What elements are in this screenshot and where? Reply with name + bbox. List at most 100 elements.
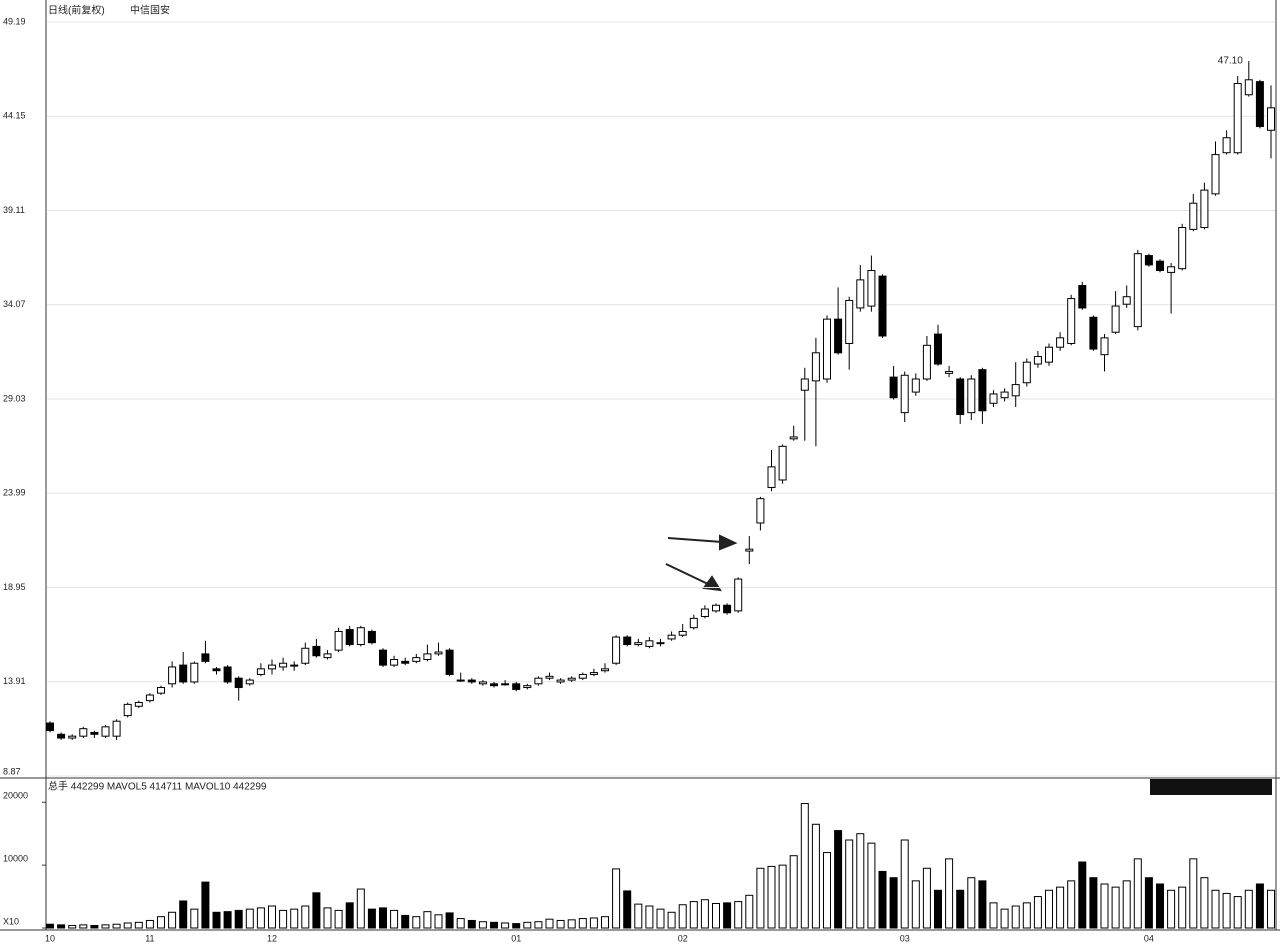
volume-bar [545, 918, 554, 929]
candle-body [745, 548, 754, 552]
candle-body [800, 378, 809, 391]
candle-body [367, 630, 376, 644]
candle-body [945, 371, 954, 374]
volume-bar [179, 900, 188, 929]
candle-body [46, 722, 54, 732]
candle-body [1167, 266, 1176, 273]
candle-body [1056, 337, 1065, 348]
volume-bar [1056, 886, 1065, 929]
volume-bar [68, 924, 77, 929]
candle-body [911, 378, 920, 393]
volume-bar [667, 911, 676, 929]
volume-bar [867, 842, 876, 929]
volume-bar [1200, 877, 1209, 929]
candle-body [90, 731, 99, 735]
volume-bar [967, 877, 976, 929]
volume-bar [212, 911, 221, 929]
volume-bar [79, 924, 88, 929]
indicator-box [1150, 779, 1272, 795]
candle-body [190, 662, 199, 683]
volume-bar [612, 868, 621, 929]
volume-bar [445, 912, 454, 929]
volume-bar [334, 909, 343, 929]
candle-body [168, 666, 177, 685]
candle-body [1033, 356, 1042, 365]
candle-body [179, 664, 188, 683]
volume-bar [1033, 896, 1042, 929]
candle-body [523, 685, 532, 689]
volume-bar [1244, 889, 1253, 929]
candle-body [134, 702, 143, 707]
volume-bar [501, 922, 510, 929]
candle-body [1255, 81, 1264, 128]
volume-bar [1000, 908, 1009, 929]
candle-body [734, 578, 743, 612]
volume-bar [1111, 886, 1120, 929]
volume-bar [168, 911, 177, 929]
volume-bar [567, 919, 576, 929]
candle-body [1267, 107, 1275, 131]
volume-bar [1233, 896, 1242, 929]
volume-bar [46, 923, 54, 929]
volume-bar [323, 907, 332, 929]
candle-body [201, 653, 210, 662]
volume-bar [1022, 902, 1031, 929]
volume-bar [1156, 883, 1164, 929]
candle-body [1111, 305, 1120, 333]
candle-body [934, 333, 942, 365]
volume-bar [689, 901, 698, 929]
candle-body [723, 604, 732, 614]
candle-body [689, 617, 698, 629]
candle-body [1067, 298, 1076, 344]
volume-bar [234, 909, 243, 929]
candle-body [612, 636, 621, 664]
y-tick-label: 8.87 [3, 766, 21, 776]
volume-bar [945, 858, 954, 929]
volume-bar [367, 908, 376, 929]
volume-bar [223, 911, 232, 929]
volume-bar [490, 921, 498, 929]
x-tick-label: 02 [678, 933, 688, 943]
volume-bar [856, 833, 865, 929]
volume-bar [1133, 858, 1142, 929]
candle-body [1078, 284, 1087, 309]
candle-body [667, 634, 676, 640]
volume-bar [1078, 861, 1087, 929]
candle-body [922, 344, 931, 380]
volume-bar [1222, 892, 1231, 929]
candle-body [101, 726, 110, 737]
x-tick-label: 03 [900, 933, 910, 943]
candle-body [878, 275, 887, 337]
candle-body [1222, 137, 1231, 154]
volume-bar [878, 870, 887, 929]
chart-subtitle: 中信国安 [130, 4, 170, 17]
candle-body [634, 642, 643, 646]
candle-body [756, 498, 765, 524]
volume-bar [645, 905, 654, 929]
volume-bar [712, 902, 720, 929]
candle-body [157, 687, 165, 694]
volume-bar [312, 892, 321, 929]
volume-bar [700, 899, 709, 929]
candle-body [323, 653, 332, 659]
volume-bar [623, 890, 632, 929]
candle-body [823, 318, 831, 380]
candle-body [1178, 227, 1187, 270]
candle-body [656, 642, 665, 645]
volume-bar [456, 918, 465, 929]
candle-body [1089, 316, 1098, 350]
y-tick-label: 13.91 [3, 676, 26, 686]
candle-body [57, 733, 66, 739]
max-label: 47.10 [1218, 56, 1243, 67]
volume-bar [589, 917, 598, 929]
volume-bar [601, 916, 609, 929]
volume-bar [1167, 889, 1176, 929]
volume-bar [1011, 905, 1020, 929]
volume-bar [756, 867, 765, 929]
volume-bar [778, 864, 787, 929]
x-tick-label: 01 [511, 933, 521, 943]
volume-bar [956, 889, 965, 929]
candle-body [589, 672, 598, 675]
volume-bar [434, 914, 443, 929]
